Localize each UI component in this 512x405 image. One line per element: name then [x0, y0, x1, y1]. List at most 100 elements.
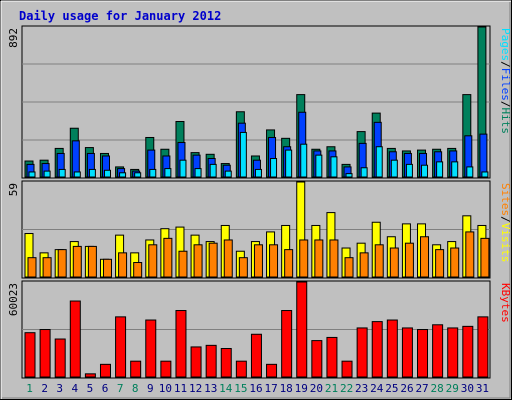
x-axis-day-labels: 1 2 3 4 5 6 7 8 9 10 11 12 13 14 15 16 17 18 19 20 21 22 23 24 2… — [26, 382, 489, 395]
hits-files-pages-legend-part-1: Pages — [499, 28, 512, 61]
x-tick-label-day-5: 5 — [87, 382, 94, 395]
sites-bar-day-18 — [284, 249, 294, 278]
pages-bar-day-27 — [421, 164, 429, 178]
x-tick-label-day-7: 7 — [117, 382, 124, 395]
x-tick-label-day-3: 3 — [56, 382, 63, 395]
sites-bar-day-15 — [238, 257, 248, 278]
sites-bar-day-16 — [253, 244, 263, 278]
visits-sites-legend-part-1: Sites — [499, 183, 512, 216]
pages-bar-day-18 — [285, 149, 293, 178]
x-tick-label-day-31: 31 — [476, 382, 489, 395]
visits-sites-panel: 59 Sites/Visits — [7, 180, 512, 279]
hits-files-pages-legend-part-2: / — [499, 61, 512, 68]
visits-sites-y-max-label: 59 — [7, 183, 20, 196]
sites-bar-day-5 — [87, 245, 97, 278]
sites-bar-day-2 — [42, 257, 52, 278]
pages-bar-day-14 — [224, 170, 232, 178]
sites-bar-day-13 — [208, 242, 218, 278]
kbytes-bar-day-10 — [160, 360, 172, 378]
sites-bar-day-4 — [72, 245, 82, 278]
x-tick-label-day-1: 1 — [26, 382, 33, 395]
pages-bar-day-11 — [179, 159, 187, 178]
kbytes-bar-day-20 — [311, 340, 323, 378]
kbytes-bar-day-5 — [84, 373, 96, 378]
kbytes-bar-day-12 — [190, 346, 202, 378]
x-tick-label-day-14: 14 — [219, 382, 233, 395]
sites-bar-day-17 — [269, 244, 279, 278]
pages-bar-day-29 — [451, 161, 459, 178]
kbytes-bar-day-24 — [371, 321, 383, 378]
sites-bar-day-24 — [374, 244, 384, 278]
x-tick-label-day-30: 30 — [461, 382, 474, 395]
x-tick-label-day-27: 27 — [415, 382, 428, 395]
hits-files-pages-legend-part-4: / — [499, 101, 512, 108]
pages-bar-day-5 — [88, 168, 96, 178]
sites-bar-day-7 — [118, 252, 128, 278]
pages-bar-day-26 — [405, 163, 413, 178]
files-bar-day-31 — [479, 133, 488, 178]
kbytes-bar-day-22 — [341, 360, 353, 378]
kbytes-bar-day-13 — [205, 344, 217, 378]
x-tick-label-day-26: 26 — [400, 382, 413, 395]
sites-bar-day-9 — [148, 244, 158, 278]
pages-bar-day-15 — [239, 131, 247, 178]
pages-bar-day-3 — [58, 168, 66, 178]
x-tick-label-day-10: 10 — [159, 382, 172, 395]
x-tick-label-day-29: 29 — [446, 382, 459, 395]
kbytes-bar-day-31 — [477, 316, 489, 378]
x-tick-label-day-16: 16 — [249, 382, 262, 395]
sites-bar-day-12 — [193, 244, 203, 278]
kbytes-bar-day-23 — [356, 327, 368, 378]
kbytes-bar-day-1 — [24, 332, 36, 378]
pages-bar-day-10 — [164, 168, 172, 178]
kbytes-bar-day-21 — [326, 336, 338, 378]
pages-bar-day-12 — [194, 168, 202, 178]
x-tick-label-day-18: 18 — [280, 382, 293, 395]
kbytes-bar-day-18 — [281, 310, 293, 378]
x-tick-label-day-20: 20 — [310, 382, 323, 395]
x-tick-label-day-6: 6 — [102, 382, 109, 395]
pages-bar-day-31 — [481, 171, 489, 178]
kbytes-bar-day-17 — [266, 363, 278, 378]
sites-bar-day-30 — [465, 231, 475, 278]
sites-bar-day-11 — [178, 250, 188, 278]
x-tick-label-day-9: 9 — [147, 382, 154, 395]
kbytes-bar-day-25 — [386, 319, 398, 378]
visits-sites-legend-label: Sites/Visits — [499, 183, 512, 263]
pages-bar-day-20 — [315, 154, 323, 178]
sites-bar-day-19 — [299, 239, 309, 278]
kbytes-bar-day-11 — [175, 310, 187, 378]
hits-files-pages-legend-part-3: Files — [499, 68, 512, 101]
hits-files-pages-legend-part-5: Hits — [499, 108, 512, 135]
sites-bar-day-10 — [163, 237, 173, 278]
sites-bar-day-26 — [404, 242, 414, 278]
kbytes-legend-label: KBytes — [499, 283, 512, 323]
pages-bar-day-21 — [330, 156, 338, 178]
x-tick-label-day-24: 24 — [370, 382, 384, 395]
pages-bar-day-6 — [103, 169, 111, 178]
sites-bar-day-25 — [389, 247, 399, 278]
sites-bar-day-29 — [450, 247, 460, 278]
hits-files-pages-y-max-label: 892 — [7, 28, 20, 48]
pages-bar-day-23 — [360, 167, 368, 178]
chart-title: Daily usage for January 2012 — [19, 9, 221, 23]
sites-bar-day-3 — [57, 249, 67, 278]
x-tick-label-day-28: 28 — [431, 382, 444, 395]
x-tick-label-day-22: 22 — [340, 382, 353, 395]
kbytes-bar-day-16 — [250, 333, 262, 378]
sites-bar-day-23 — [359, 252, 369, 278]
x-tick-label-day-13: 13 — [204, 382, 217, 395]
kbytes-bar-day-2 — [39, 329, 51, 378]
pages-bar-day-25 — [390, 159, 398, 178]
x-tick-label-day-4: 4 — [72, 382, 79, 395]
sites-bar-day-27 — [420, 236, 430, 278]
pages-bar-day-4 — [73, 171, 81, 178]
kbytes-bar-day-14 — [220, 348, 232, 378]
pages-bar-day-8 — [134, 172, 142, 178]
sites-bar-day-20 — [314, 239, 324, 278]
pages-bar-day-1 — [28, 171, 36, 178]
pages-bar-day-24 — [375, 146, 383, 178]
